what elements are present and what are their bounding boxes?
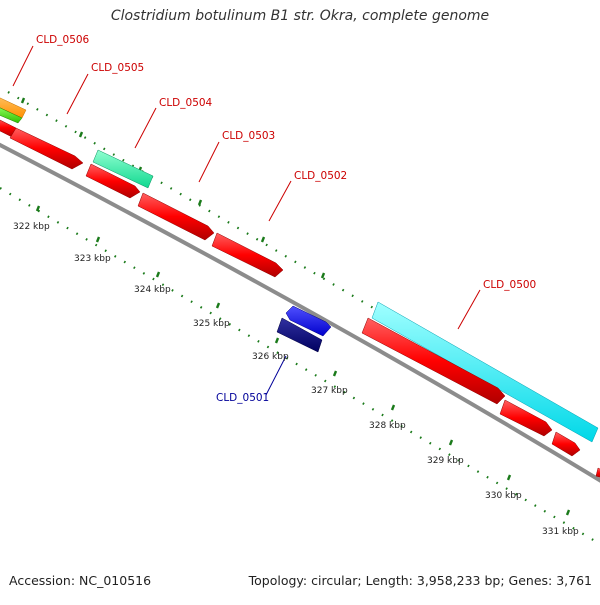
gene-label-cld-0500[interactable]: CLD_0500 <box>483 279 536 291</box>
gene-label-cld-0506[interactable]: CLD_0506 <box>36 34 90 46</box>
gene-cld-0500[interactable] <box>371 301 599 443</box>
scale-tick-mark <box>448 439 454 446</box>
genome-backbone <box>0 142 600 483</box>
scale-label-329: 329 kbp <box>427 456 464 466</box>
gene-cld-0502[interactable] <box>211 232 284 278</box>
scale-tick-mark <box>78 131 84 138</box>
scale-tick-mark <box>320 272 326 279</box>
gene-group-lower-right[interactable] <box>361 317 600 478</box>
scale-tick-mark <box>274 337 280 344</box>
gene-cld-0503[interactable] <box>85 163 215 241</box>
gene-cld-0504[interactable] <box>92 149 154 189</box>
scale-label-324: 324 kbp <box>134 285 171 295</box>
scale-tick-mark <box>565 509 571 516</box>
scale-label-330: 330 kbp <box>485 491 522 501</box>
scale-tick-mark <box>215 302 221 309</box>
scale-tick-mark <box>390 404 396 411</box>
scale-label-323: 323 kbp <box>74 254 111 264</box>
gene-label-cld-0501[interactable]: CLD_0501 <box>216 392 269 404</box>
scale-tick-mark <box>506 474 512 481</box>
scale-label-328: 328 kbp <box>369 421 406 431</box>
gene-label-cld-0504[interactable]: CLD_0504 <box>159 97 213 109</box>
gene-cld-0501[interactable] <box>276 305 332 353</box>
scale-label-322: 322 kbp <box>13 222 50 232</box>
scale-tick-mark <box>197 199 203 206</box>
scale-tick-mark <box>20 97 26 104</box>
scale-tick-mark <box>155 271 161 278</box>
genome-summary-text: Topology: circular; Length: 3,958,233 bp… <box>248 573 592 588</box>
scale-tick-mark <box>332 370 338 377</box>
gene-cld-0505[interactable] <box>0 118 84 170</box>
map-title: Clostridium botulinum B1 str. Okra, comp… <box>110 8 490 24</box>
gene-label-cld-0502[interactable]: CLD_0502 <box>294 170 347 182</box>
scale-label-326: 326 kbp <box>252 352 289 362</box>
scale-label-331: 331 kbp <box>542 527 579 537</box>
gene-label-cld-0505[interactable]: CLD_0505 <box>91 62 144 74</box>
scale-tick-mark <box>260 236 266 243</box>
label-leaders <box>12 45 481 396</box>
scale-label-327: 327 kbp <box>311 386 348 396</box>
scale-tick-mark <box>35 205 41 212</box>
scale-label-325: 325 kbp <box>193 319 230 329</box>
gene-label-cld-0503[interactable]: CLD_0503 <box>222 130 275 142</box>
gene-cld-0506[interactable] <box>0 96 27 124</box>
accession-text: Accession: NC_010516 <box>9 573 152 588</box>
scale-tick-mark <box>95 236 101 243</box>
